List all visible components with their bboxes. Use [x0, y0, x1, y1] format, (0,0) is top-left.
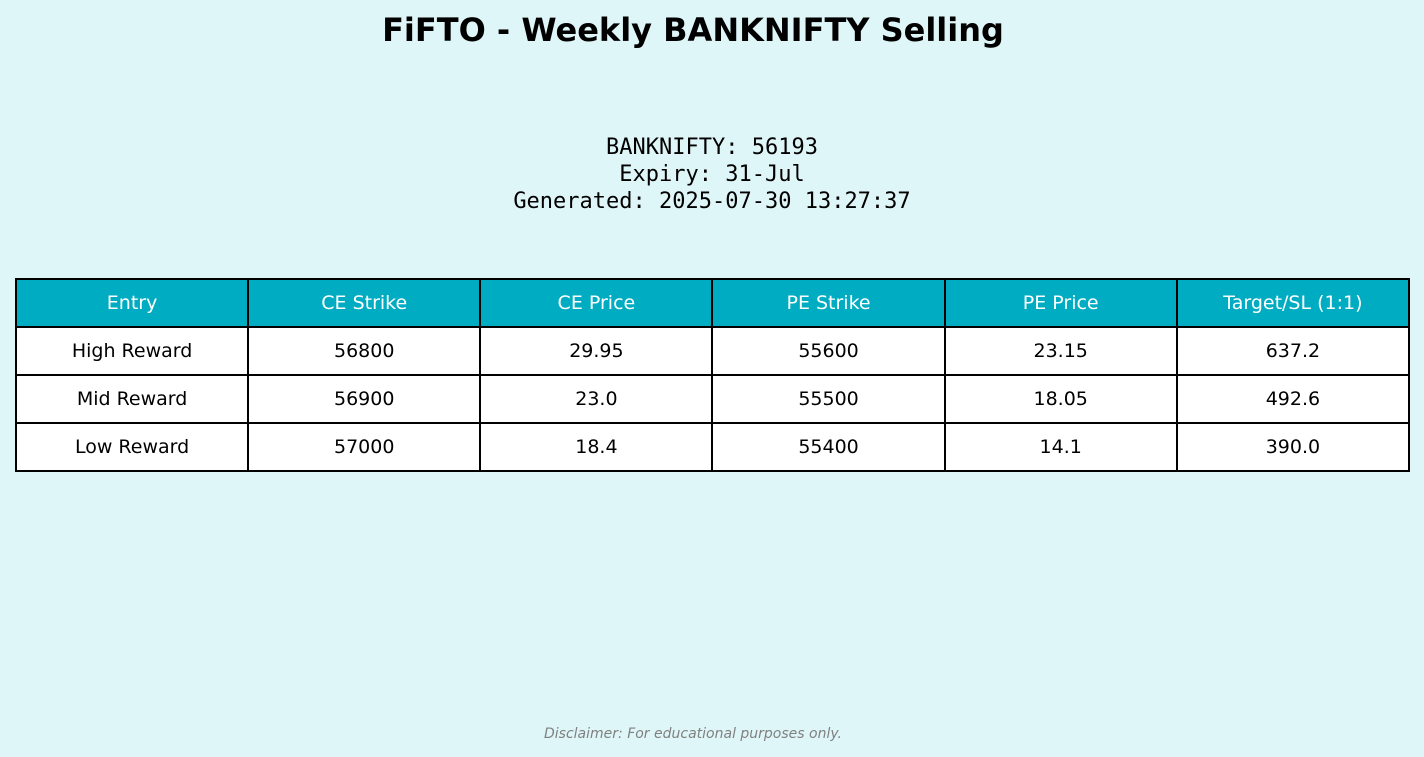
table-header-row: Entry CE Strike CE Price PE Strike PE Pr… [14, 278, 1411, 328]
cell-ce-strike: 56800 [247, 326, 482, 376]
disclaimer: Disclaimer: For educational purposes onl… [544, 726, 842, 742]
table-row: Mid Reward 56900 23.0 55500 18.05 492.6 [14, 374, 1411, 424]
cell-pe-strike: 55600 [711, 326, 946, 376]
cell-ce-strike: 57000 [247, 422, 482, 472]
cell-pe-price: 14.1 [943, 422, 1178, 472]
cell-pe-price: 18.05 [943, 374, 1178, 424]
table-row: Low Reward 57000 18.4 55400 14.1 390.0 [14, 422, 1411, 472]
cell-pe-strike: 55400 [711, 422, 946, 472]
cell-entry: Low Reward [14, 422, 250, 472]
index-price-line: BANKNIFTY: 56193 [606, 135, 818, 160]
generated-timestamp-line: Generated: 2025-07-30 13:27:37 [513, 189, 911, 214]
expiry-line: Expiry: 31-Jul [619, 162, 805, 187]
header-ce-strike: CE Strike [247, 278, 482, 328]
header-pe-strike: PE Strike [711, 278, 946, 328]
header-entry: Entry [14, 278, 250, 328]
cell-target-sl: 492.6 [1175, 374, 1411, 424]
cell-entry: Mid Reward [14, 374, 250, 424]
cell-pe-strike: 55500 [711, 374, 946, 424]
strikes-table: Entry CE Strike CE Price PE Strike PE Pr… [14, 278, 1411, 472]
table-row: High Reward 56800 29.95 55600 23.15 637.… [14, 326, 1411, 376]
cell-target-sl: 637.2 [1175, 326, 1411, 376]
header-ce-price: CE Price [479, 278, 714, 328]
cell-pe-price: 23.15 [943, 326, 1178, 376]
cell-ce-price: 18.4 [479, 422, 714, 472]
summary-info: BANKNIFTY: 56193 Expiry: 31-Jul Generate… [0, 134, 1424, 215]
cell-entry: High Reward [14, 326, 250, 376]
page-title: FiFTO - Weekly BANKNIFTY Selling [382, 11, 1004, 49]
header-pe-price: PE Price [943, 278, 1178, 328]
cell-ce-price: 23.0 [479, 374, 714, 424]
header-target-sl: Target/SL (1:1) [1175, 278, 1411, 328]
cell-ce-strike: 56900 [247, 374, 482, 424]
cell-ce-price: 29.95 [479, 326, 714, 376]
cell-target-sl: 390.0 [1175, 422, 1411, 472]
